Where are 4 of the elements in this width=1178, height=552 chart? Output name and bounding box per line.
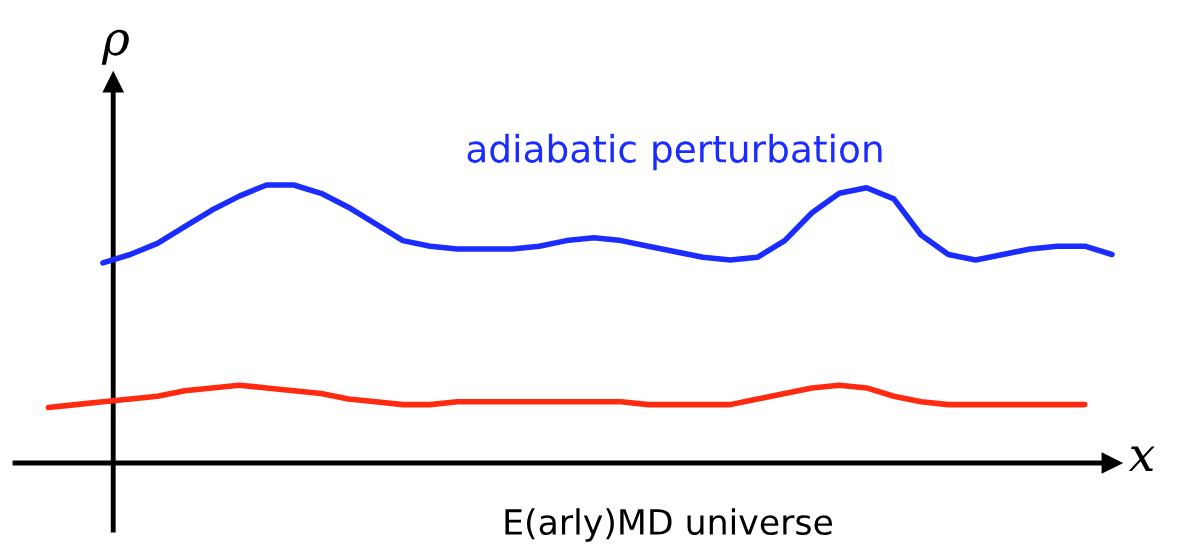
x-axis-title: x [1128,446,1155,472]
y-axis-title: ρ [101,29,129,65]
series-label: adiabatic perturbation [467,133,882,171]
text: E(arly)MD universe [505,508,833,542]
